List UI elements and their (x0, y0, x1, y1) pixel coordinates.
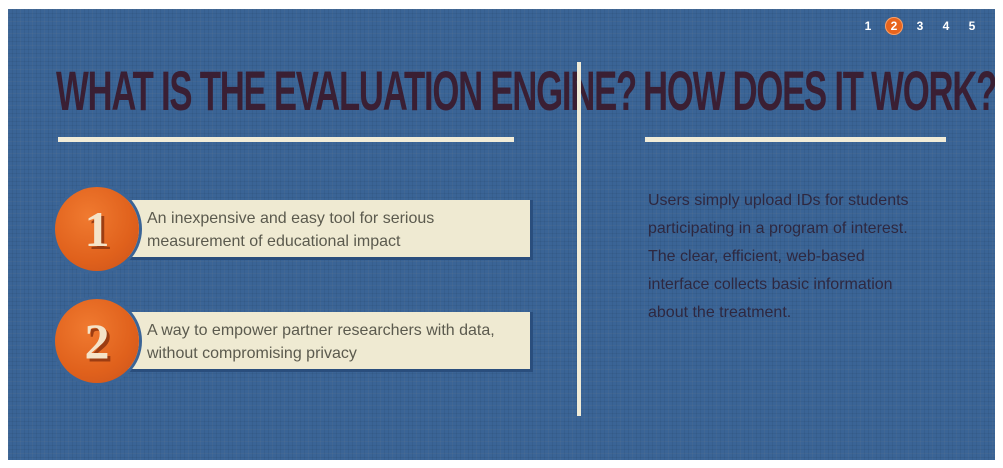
page-link-1[interactable]: 1 (864, 19, 872, 33)
page-link-3[interactable]: 3 (916, 19, 924, 33)
column-divider (577, 62, 581, 416)
pagination: 1 2 3 4 5 (859, 17, 981, 35)
right-heading-rule (645, 137, 946, 142)
left-heading-rule (58, 137, 514, 142)
number-badge-2: 2 (55, 299, 139, 383)
how-it-works-description: Users simply upload IDs for students par… (648, 192, 909, 321)
page-link-2-active[interactable]: 2 (885, 17, 903, 35)
page-link-4[interactable]: 4 (942, 19, 950, 33)
number-badge-1: 1 (55, 187, 139, 271)
badge-number-1: 1 (84, 201, 110, 257)
feature-card-1 (115, 200, 533, 260)
feature-text-1: An inexpensive and easy tool for serious… (147, 210, 435, 250)
what-is-heading: WHAT IS THE EVALUATION ENGINE? (56, 59, 637, 122)
how-it-works-heading: HOW DOES IT WORK? (643, 59, 995, 122)
badge-number-2: 2 (84, 313, 110, 369)
feature-text-2: A way to empower partner researchers wit… (147, 322, 495, 362)
page-link-5[interactable]: 5 (968, 19, 976, 33)
slide-panel: 1 2 3 4 5 WHAT IS THE EVALUATION ENGINE?… (8, 9, 995, 460)
feature-card-2 (115, 312, 533, 372)
